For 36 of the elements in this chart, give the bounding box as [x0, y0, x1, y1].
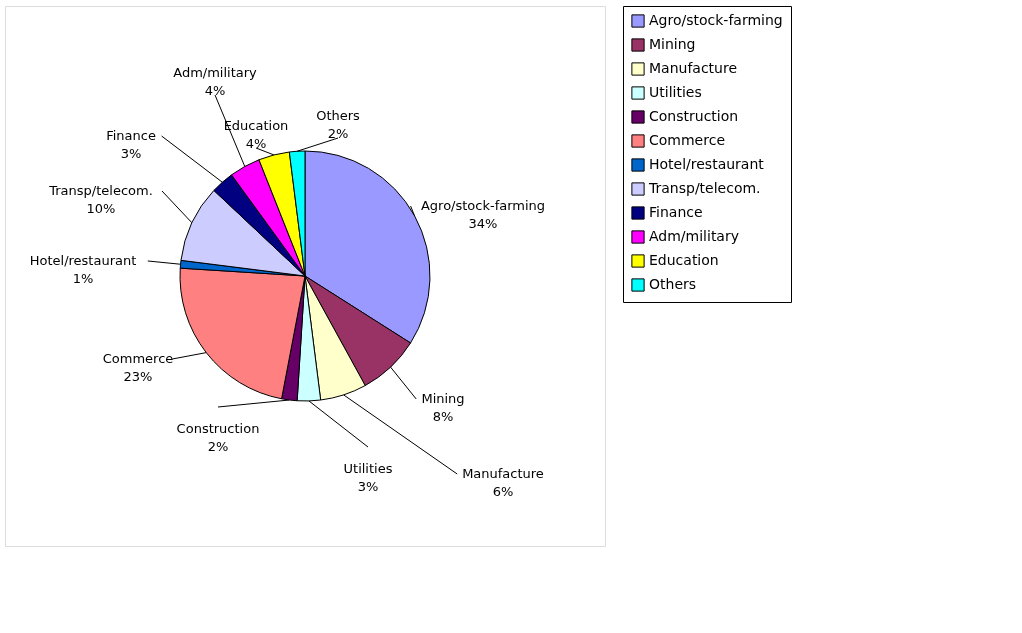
data-label: 3%: [357, 479, 379, 494]
data-label: 23%: [123, 369, 153, 384]
slice-label: Adm/military: [173, 65, 258, 80]
slice-label: Hotel/restaurant: [29, 253, 137, 268]
legend-label: Utilities: [649, 84, 702, 100]
slice-label: Finance: [106, 128, 156, 143]
data-label: 2%: [207, 439, 229, 454]
legend-label: Manufacture: [649, 60, 738, 76]
slice-label: Transp/telecom.: [48, 183, 153, 198]
data-label: 8%: [432, 409, 454, 424]
legend-label: Hotel/restaurant: [649, 156, 765, 172]
legend-label: Finance: [649, 204, 703, 220]
slice-label: Others: [316, 108, 361, 123]
slice-label: Manufacture: [462, 466, 544, 481]
data-label: 3%: [120, 146, 142, 161]
data-label: 1%: [72, 271, 94, 286]
legend-label: Agro/stock-farming: [649, 12, 783, 28]
data-label: 6%: [492, 484, 514, 499]
data-label: 4%: [245, 136, 267, 151]
slice-label: Education: [223, 118, 289, 133]
slice-label: Utilities: [343, 461, 393, 476]
data-label: 2%: [327, 126, 349, 141]
legend-label: Mining: [649, 36, 696, 52]
legend-label: Education: [649, 252, 719, 268]
legend-label: Others: [649, 276, 697, 292]
legend-label: Commerce: [649, 132, 725, 148]
legend-label: Adm/military: [649, 228, 739, 244]
data-label: 4%: [204, 83, 226, 98]
slice-label: Mining: [421, 391, 465, 406]
slice-label: Agro/stock-farming: [420, 198, 546, 213]
data-label: 34%: [468, 216, 498, 231]
slice-label: Commerce: [102, 351, 174, 366]
legend-label: Transp/telecom.: [648, 180, 761, 196]
legend-label: Construction: [649, 108, 739, 124]
slice-label: Construction: [176, 421, 260, 436]
data-label: 10%: [86, 201, 116, 216]
